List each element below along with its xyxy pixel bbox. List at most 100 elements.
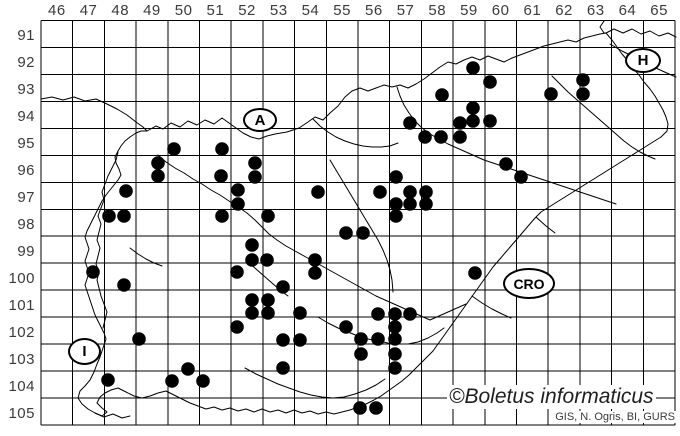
- occurrence-dot: [353, 401, 367, 415]
- occurrence-dot: [151, 156, 165, 170]
- occurrence-dot: [311, 185, 325, 199]
- occurrence-dot: [181, 362, 195, 376]
- occurrence-dot: [403, 197, 417, 211]
- river-idrijca: [129, 247, 163, 267]
- hungary-letter: H: [637, 52, 649, 69]
- occurrence-dot: [214, 169, 228, 183]
- occurrence-dot: [373, 185, 387, 199]
- occurrence-dot: [117, 278, 131, 292]
- occurrence-dot: [419, 197, 433, 211]
- occurrence-dot: [102, 209, 116, 223]
- occurrence-dot: [483, 75, 497, 89]
- occurrence-dot: [248, 156, 262, 170]
- occurrence-dot: [308, 253, 322, 267]
- column-label-52: 52: [238, 2, 256, 19]
- occurrence-dot: [245, 306, 259, 320]
- row-label-92: 92: [17, 53, 35, 71]
- istria-coast: [94, 412, 131, 419]
- column-label-64: 64: [618, 2, 637, 19]
- occurrence-dot: [215, 209, 229, 223]
- occurrence-dot: [276, 280, 290, 294]
- occurrence-dot: [354, 332, 368, 346]
- row-label-98: 98: [17, 215, 35, 233]
- row-label-97: 97: [17, 188, 35, 206]
- occurrence-dot: [339, 320, 353, 334]
- country-label-austria: A: [243, 108, 277, 132]
- row-label-91: 91: [17, 26, 35, 44]
- occurrence-dot: [371, 332, 385, 346]
- column-label-50: 50: [174, 2, 193, 19]
- country-label-hungary: H: [625, 48, 661, 73]
- river-soca: [95, 151, 119, 329]
- occurrence-dot: [165, 374, 179, 388]
- occurrence-dot: [261, 306, 275, 320]
- river-sava: [157, 154, 467, 321]
- row-label-95: 95: [17, 134, 35, 152]
- occurrence-dot: [101, 373, 115, 387]
- column-label-61: 61: [523, 2, 542, 19]
- occurrence-dot: [389, 197, 403, 211]
- occurrence-dot: [388, 347, 402, 361]
- row-label-102: 102: [8, 323, 35, 341]
- row-label-99: 99: [17, 242, 35, 260]
- occurrence-dot: [293, 333, 307, 347]
- column-label-57: 57: [396, 2, 415, 19]
- row-label-93: 93: [17, 80, 35, 98]
- occurrence-dot: [419, 185, 433, 199]
- occurrence-dot: [514, 170, 528, 184]
- column-label-55: 55: [333, 2, 351, 19]
- river-kolpa: [244, 367, 386, 399]
- occurrence-dot: [276, 361, 290, 375]
- column-label-51: 51: [206, 2, 225, 19]
- occurrence-dot: [544, 87, 558, 101]
- croatia-river-1: [471, 295, 512, 319]
- occurrence-dot: [466, 101, 480, 115]
- occurrence-dot: [453, 116, 467, 130]
- occurrence-dot: [403, 116, 417, 130]
- occurrence-dot: [276, 333, 290, 347]
- occurrence-dot: [231, 197, 245, 211]
- occurrence-dot: [403, 185, 417, 199]
- austria-letter: A: [254, 111, 266, 129]
- austria-hungary-border: [599, 20, 677, 38]
- grid-lines: [40, 20, 676, 426]
- occurrence-dot: [388, 332, 402, 346]
- occurrence-dot: [245, 293, 259, 307]
- column-label-48: 48: [111, 2, 130, 19]
- croatia-letters: CRO: [513, 275, 545, 292]
- occurrence-dot: [86, 265, 100, 279]
- column-label-56: 56: [365, 2, 383, 19]
- occurrence-dot: [468, 266, 482, 280]
- column-label-62: 62: [555, 2, 573, 19]
- column-label-58: 58: [428, 2, 447, 19]
- attribution-text: GIS, N. Ogris, BI, GURS: [553, 411, 677, 423]
- occurrence-dot: [293, 306, 307, 320]
- row-label-96: 96: [17, 161, 35, 179]
- occurrence-dot: [151, 169, 165, 183]
- row-label-94: 94: [17, 107, 35, 125]
- occurrence-dot: [215, 142, 229, 156]
- country-label-croatia: CRO: [503, 268, 555, 299]
- row-label-100: 100: [8, 269, 35, 287]
- occurrence-dot: [435, 88, 449, 102]
- occurrence-dot: [576, 87, 590, 101]
- country-border: [77, 32, 669, 417]
- occurrence-dot: [388, 307, 402, 321]
- column-label-53: 53: [269, 2, 288, 19]
- occurrence-dot: [403, 307, 417, 321]
- occurrence-dot: [261, 209, 275, 223]
- column-label-59: 59: [460, 2, 478, 19]
- occurrence-dot: [466, 114, 480, 128]
- occurrence-dot: [339, 226, 353, 240]
- column-label-47: 47: [79, 2, 98, 19]
- column-label-54: 54: [301, 2, 320, 19]
- occurrence-dot: [466, 61, 480, 75]
- occurrence-dot: [245, 238, 259, 252]
- occurrence-dot: [388, 320, 402, 334]
- occurrence-dot: [132, 332, 146, 346]
- occurrence-dot: [389, 170, 403, 184]
- column-label-65: 65: [650, 2, 668, 19]
- occurrence-dot: [245, 253, 259, 267]
- occurrence-dot: [230, 320, 244, 334]
